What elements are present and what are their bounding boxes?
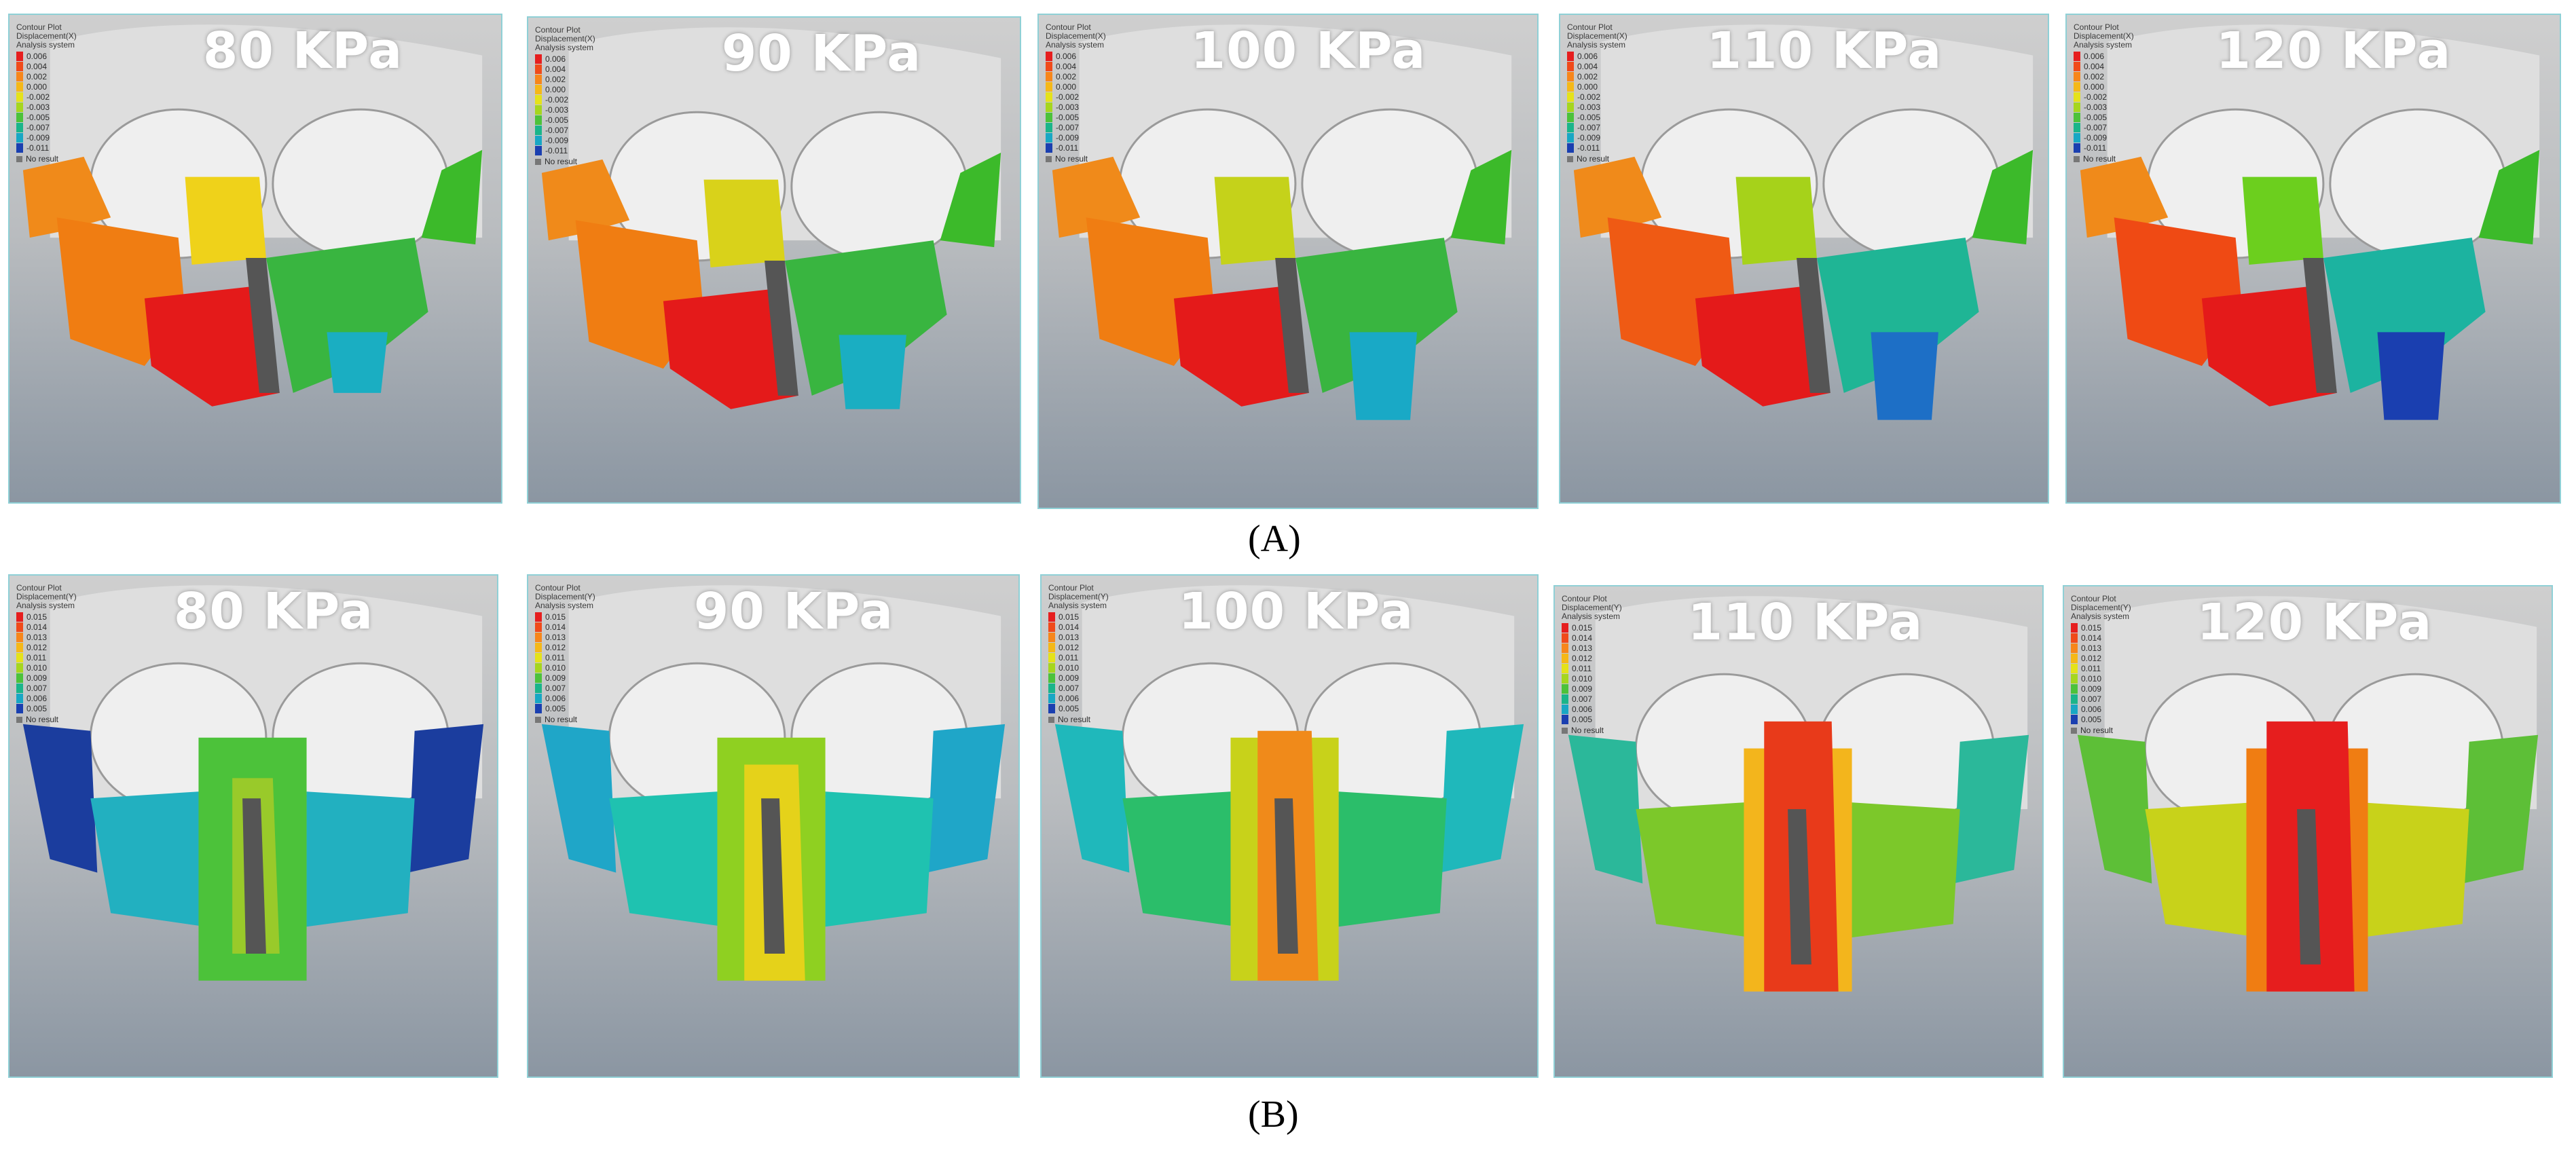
panel-a-5: 120 KPa Contour Plot Displacement(X) Ana… bbox=[2065, 14, 2561, 504]
pressure-label: 80 KPa bbox=[202, 22, 403, 80]
panel-b-1: 80 KPa Contour Plot Displacement(Y) Anal… bbox=[8, 574, 498, 1078]
pressure-label: 80 KPa bbox=[173, 582, 374, 641]
panel-b-4: 110 KPa Contour Plot Displacement(Y) Ana… bbox=[1553, 585, 2044, 1078]
legend-title: Contour Plot bbox=[535, 25, 581, 35]
skull-model-image bbox=[1054, 585, 1524, 981]
legend-title: Contour Plot bbox=[1046, 22, 1091, 32]
legend-system: Analysis system bbox=[535, 601, 594, 610]
legend-title: Contour Plot bbox=[16, 583, 62, 593]
color-legend: Contour Plot Displacement(Y) Analysis sy… bbox=[1048, 584, 1164, 724]
pressure-label: 100 KPa bbox=[1178, 582, 1414, 641]
color-legend: Contour Plot Displacement(X) Analysis sy… bbox=[1567, 23, 1682, 164]
skull-model-image bbox=[22, 585, 484, 981]
panel-a-2: 90 KPa Contour Plot Displacement(X) Anal… bbox=[527, 16, 1021, 504]
legend-quantity: Displacement(Y) bbox=[16, 592, 77, 601]
panel-a-3: 100 KPa Contour Plot Displacement(X) Ana… bbox=[1037, 14, 1539, 509]
color-legend: Contour Plot Displacement(X) Analysis sy… bbox=[16, 23, 132, 164]
legend-system: Analysis system bbox=[535, 43, 594, 52]
pressure-label: 90 KPa bbox=[693, 582, 894, 641]
legend-system: Analysis system bbox=[2071, 612, 2130, 621]
panel-a-4: 110 KPa Contour Plot Displacement(X) Ana… bbox=[1559, 14, 2049, 504]
legend-quantity: Displacement(X) bbox=[1046, 31, 1106, 41]
legend-system: Analysis system bbox=[16, 40, 75, 50]
panel-b-2: 90 KPa Contour Plot Displacement(Y) Anal… bbox=[527, 574, 1020, 1078]
legend-quantity: Displacement(Y) bbox=[535, 592, 595, 601]
legend-quantity: Displacement(Y) bbox=[1562, 603, 1622, 612]
skull-model-image bbox=[1568, 596, 2029, 992]
color-legend: Contour Plot Displacement(X) Analysis sy… bbox=[1046, 23, 1161, 164]
legend-title: Contour Plot bbox=[1567, 22, 1613, 32]
pressure-label: 120 KPa bbox=[2215, 22, 2452, 80]
legend-quantity: Displacement(X) bbox=[535, 34, 595, 43]
legend-title: Contour Plot bbox=[1048, 583, 1094, 593]
panel-b-5: 120 KPa Contour Plot Displacement(Y) Ana… bbox=[2063, 585, 2553, 1078]
legend-system: Analysis system bbox=[1048, 601, 1107, 610]
legend-system: Analysis system bbox=[1562, 612, 1621, 621]
subfigure-label-b: (B) bbox=[1248, 1093, 1299, 1136]
skull-model-image bbox=[22, 24, 483, 407]
subfigure-label-a: (A) bbox=[1248, 518, 1301, 560]
legend-system: Analysis system bbox=[1567, 40, 1626, 50]
legend-title: Contour Plot bbox=[2074, 22, 2119, 32]
legend-system: Analysis system bbox=[1046, 40, 1105, 50]
skull-model-image bbox=[1573, 24, 2034, 420]
skull-model-image bbox=[541, 27, 1001, 409]
legend-title: Contour Plot bbox=[535, 583, 581, 593]
pressure-label: 110 KPa bbox=[1706, 22, 1943, 80]
color-legend: Contour Plot Displacement(Y) Analysis sy… bbox=[535, 584, 650, 724]
pressure-label: 120 KPa bbox=[2196, 593, 2433, 652]
legend-quantity: Displacement(X) bbox=[1567, 31, 1627, 41]
color-legend: Contour Plot Displacement(X) Analysis sy… bbox=[535, 26, 650, 166]
legend-title: Contour Plot bbox=[2071, 594, 2116, 603]
legend-quantity: Displacement(X) bbox=[16, 31, 77, 41]
legend-system: Analysis system bbox=[16, 601, 75, 610]
skull-model-image bbox=[2077, 596, 2539, 992]
pressure-label: 90 KPa bbox=[721, 24, 922, 83]
skull-model-image bbox=[2080, 24, 2540, 420]
color-legend: Contour Plot Displacement(Y) Analysis sy… bbox=[16, 584, 132, 724]
color-legend: Contour Plot Displacement(X) Analysis sy… bbox=[2074, 23, 2189, 164]
color-legend: Contour Plot Displacement(Y) Analysis sy… bbox=[1562, 595, 1677, 735]
skull-model-image bbox=[1052, 24, 1512, 420]
pressure-label: 110 KPa bbox=[1687, 593, 1924, 652]
pressure-label: 100 KPa bbox=[1190, 22, 1427, 80]
skull-model-image bbox=[541, 585, 1006, 981]
legend-title: Contour Plot bbox=[16, 22, 62, 32]
legend-quantity: Displacement(Y) bbox=[2071, 603, 2131, 612]
legend-quantity: Displacement(Y) bbox=[1048, 592, 1109, 601]
legend-quantity: Displacement(X) bbox=[2074, 31, 2134, 41]
panel-b-3: 100 KPa Contour Plot Displacement(Y) Ana… bbox=[1040, 574, 1539, 1078]
legend-title: Contour Plot bbox=[1562, 594, 1607, 603]
color-legend: Contour Plot Displacement(Y) Analysis sy… bbox=[2071, 595, 2186, 735]
legend-system: Analysis system bbox=[2074, 40, 2133, 50]
panel-a-1: 80 KPa Contour Plot Displacement(X) Anal… bbox=[8, 14, 502, 504]
